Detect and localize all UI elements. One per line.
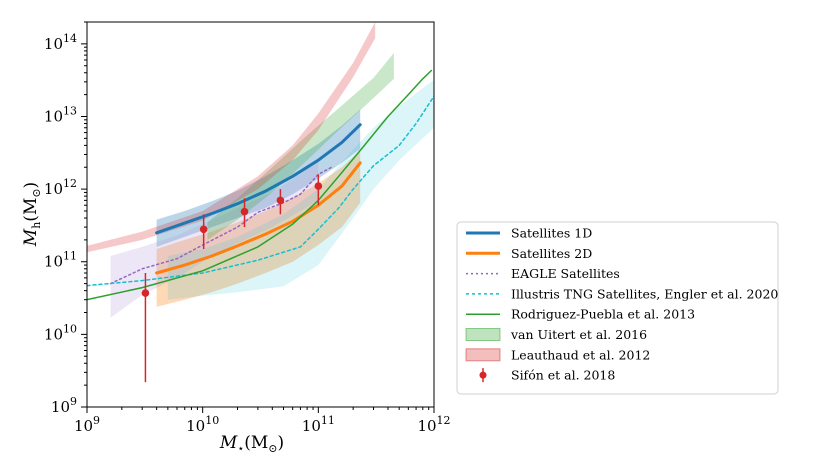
band-eagle-satellites-band <box>110 159 319 318</box>
x-axis-ticks: 109 1010 1011 1012 <box>74 407 451 435</box>
y-tick-label: 1011 <box>44 250 77 271</box>
plot-frame <box>86 21 435 408</box>
series-eagle-satellites <box>109 166 333 285</box>
legend-item-rodriguez-puebla-et-al-2013: Rodriguez-Puebla et al. 2013 <box>466 307 695 322</box>
x-tick-label: 109 <box>74 414 100 435</box>
legend-item-leauthaud-et-al-2012: Leauthaud et al. 2012 <box>465 347 650 362</box>
legend-item-van-uitert-et-al-2016: van Uitert et al. 2016 <box>465 327 647 342</box>
legend-item-satellites-2d: Satellites 2D <box>466 246 592 261</box>
y-tick-label: 1010 <box>44 322 77 343</box>
x-tick-label: 1011 <box>302 414 335 435</box>
point-marker <box>199 225 208 234</box>
band-satellites-2d-band <box>156 150 361 307</box>
legend-swatch <box>465 328 501 341</box>
model-lines <box>87 69 434 301</box>
series-satellites-1d <box>155 123 362 235</box>
point-marker <box>240 207 249 216</box>
series-illustris-tng-satellites-engler-et-al-2020 <box>87 95 434 287</box>
series-rodriguez-puebla-et-al-2013 <box>87 69 433 301</box>
legend-label: Satellites 2D <box>511 246 592 261</box>
y-tick-label: 1014 <box>44 32 77 53</box>
x-tick-label: 1012 <box>417 414 450 435</box>
series-satellites-2d <box>155 161 362 275</box>
legend-label: Illustris TNG Satellites, Engler et al. … <box>511 286 778 301</box>
y-tick-label: 1012 <box>44 177 77 198</box>
legend-item-sif-n-et-al-2018: Sifón et al. 2018 <box>479 368 615 383</box>
shaded-bands <box>87 22 434 318</box>
legend-label: Sifón et al. 2018 <box>511 368 615 383</box>
legend-frame <box>456 221 779 395</box>
legend: Satellites 1D Satellites 2D EAGLE Satellit… <box>456 221 779 395</box>
data-point <box>141 272 150 383</box>
legend-item-illustris-tng-satellites-engler-et-al-2020: Illustris TNG Satellites, Engler et al. … <box>466 286 778 301</box>
y-tick-label: 1013 <box>44 104 77 125</box>
legend-label: EAGLE Satellites <box>511 266 620 281</box>
y-tick-label: 109 <box>51 395 77 416</box>
y-axis-ticks: 109 1010 1011 1012 1013 1014 <box>44 21 87 416</box>
data-point <box>240 198 249 228</box>
x-axis-label: M⋆(M⊙) <box>219 433 284 455</box>
data-point <box>199 214 208 249</box>
legend-label: Leauthaud et al. 2012 <box>511 347 650 362</box>
x-tick-label: 1010 <box>186 414 219 435</box>
legend-item-eagle-satellites: EAGLE Satellites <box>466 266 620 281</box>
point-marker <box>276 196 285 205</box>
legend-item-satellites-1d: Satellites 1D <box>466 226 592 241</box>
band-van-uitert-et-al-2016 <box>207 52 394 240</box>
data-point <box>314 174 323 206</box>
legend-label: Rodriguez-Puebla et al. 2013 <box>511 307 695 322</box>
legend-swatch-marker <box>479 371 487 379</box>
legend-label: van Uitert et al. 2016 <box>510 327 647 342</box>
data-point <box>276 189 285 215</box>
point-marker <box>141 289 150 297</box>
legend-swatch <box>465 348 501 362</box>
band-satellites-1d-band <box>156 109 361 247</box>
sifon-data-points <box>141 174 323 383</box>
legend-label: Satellites 1D <box>511 226 592 241</box>
band-illustris-tng-band <box>167 79 434 300</box>
y-axis-label: Mh(M⊙) <box>21 182 43 247</box>
point-marker <box>314 182 323 190</box>
